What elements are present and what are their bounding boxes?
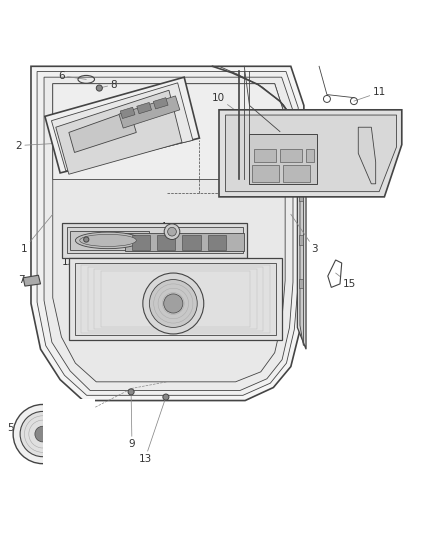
Circle shape xyxy=(96,85,102,91)
Circle shape xyxy=(128,389,134,395)
Circle shape xyxy=(168,228,177,236)
Polygon shape xyxy=(53,84,285,382)
Circle shape xyxy=(164,294,183,313)
Bar xyxy=(299,192,304,201)
Bar xyxy=(254,149,276,162)
Polygon shape xyxy=(300,118,304,346)
Text: 3: 3 xyxy=(291,214,318,254)
Text: 7: 7 xyxy=(18,276,31,286)
Circle shape xyxy=(13,405,72,464)
Text: 1: 1 xyxy=(21,214,53,254)
Text: 6: 6 xyxy=(58,71,86,81)
Circle shape xyxy=(149,279,197,327)
Polygon shape xyxy=(23,275,41,286)
Ellipse shape xyxy=(75,232,141,249)
Text: 8: 8 xyxy=(99,79,117,90)
Polygon shape xyxy=(45,77,199,173)
Text: 12: 12 xyxy=(62,239,86,267)
Text: 2: 2 xyxy=(15,141,73,150)
Polygon shape xyxy=(53,84,285,180)
Bar xyxy=(299,279,304,288)
Circle shape xyxy=(84,237,89,242)
Bar xyxy=(306,149,314,162)
Circle shape xyxy=(163,394,169,400)
Bar xyxy=(43,399,95,469)
Polygon shape xyxy=(125,232,244,251)
Polygon shape xyxy=(69,111,136,152)
Circle shape xyxy=(20,411,65,457)
Text: 13: 13 xyxy=(138,397,166,464)
Polygon shape xyxy=(70,231,149,250)
Polygon shape xyxy=(226,115,396,192)
Text: 14: 14 xyxy=(184,227,206,237)
Polygon shape xyxy=(62,223,247,258)
Bar xyxy=(132,235,150,250)
Text: 4: 4 xyxy=(159,222,172,232)
Ellipse shape xyxy=(80,235,136,246)
Polygon shape xyxy=(56,90,182,174)
Polygon shape xyxy=(358,127,376,184)
Text: 10: 10 xyxy=(212,93,258,127)
Bar xyxy=(183,235,201,250)
Bar xyxy=(208,235,226,250)
Polygon shape xyxy=(51,83,193,171)
Circle shape xyxy=(35,426,50,442)
Bar xyxy=(299,235,304,245)
Polygon shape xyxy=(69,258,282,341)
Bar xyxy=(157,235,176,250)
Polygon shape xyxy=(67,228,243,254)
Text: 11: 11 xyxy=(354,87,386,101)
Bar xyxy=(283,165,311,182)
Bar xyxy=(250,134,317,184)
Polygon shape xyxy=(44,77,293,391)
Polygon shape xyxy=(31,66,304,400)
Text: 9: 9 xyxy=(129,392,135,449)
Circle shape xyxy=(164,224,180,239)
Polygon shape xyxy=(297,114,306,349)
Circle shape xyxy=(143,273,204,334)
Polygon shape xyxy=(119,96,180,128)
Bar xyxy=(299,161,304,171)
Bar xyxy=(280,149,302,162)
Text: 5: 5 xyxy=(7,421,31,433)
Polygon shape xyxy=(37,71,298,395)
Text: 15: 15 xyxy=(336,273,356,289)
Bar xyxy=(137,102,152,114)
Polygon shape xyxy=(74,263,276,335)
Bar xyxy=(153,98,168,109)
Bar xyxy=(120,107,135,118)
Polygon shape xyxy=(219,110,402,197)
Bar xyxy=(252,165,279,182)
